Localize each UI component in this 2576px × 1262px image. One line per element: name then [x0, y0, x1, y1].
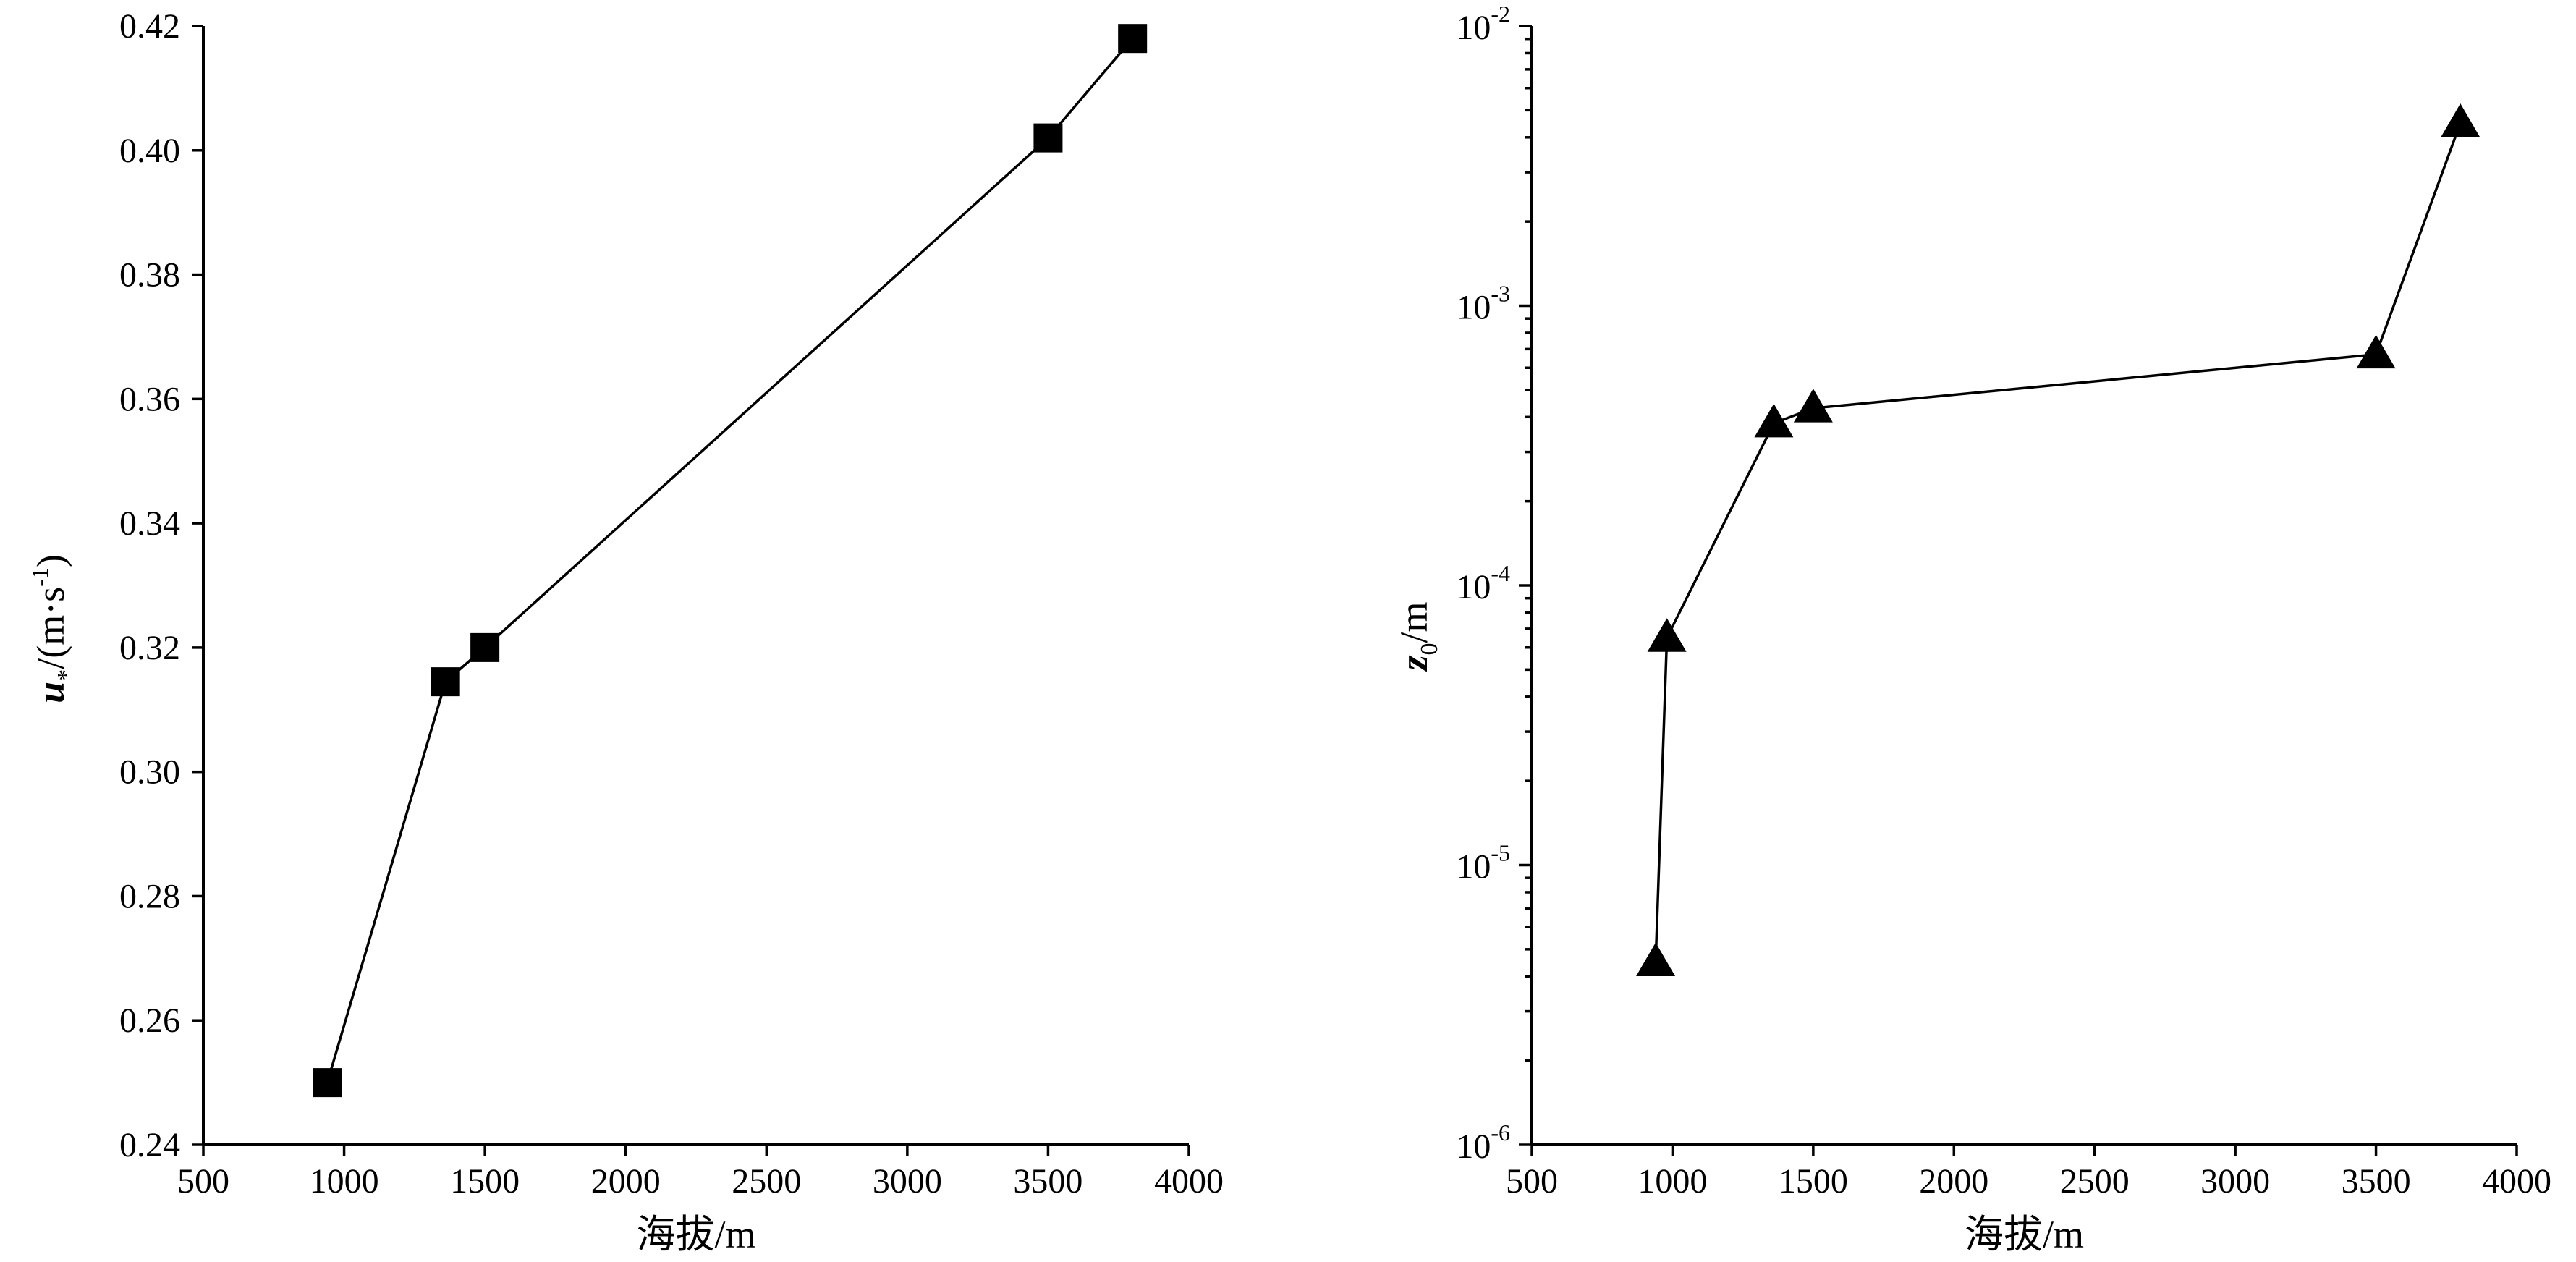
x-tick-label: 1000	[1637, 1162, 1707, 1200]
y-tick-label: 0.42	[119, 7, 180, 46]
data-point-square	[431, 667, 460, 697]
x-tick-label: 2500	[732, 1162, 801, 1200]
y-tick-label: 0.24	[119, 1126, 180, 1164]
x-tick-label: 2500	[2060, 1162, 2130, 1200]
y-tick-label: 0.32	[119, 629, 180, 667]
x-tick-label: 2000	[1919, 1162, 1988, 1200]
x-axis-title: 海拔/m	[636, 1213, 755, 1256]
data-point-triangle	[2441, 103, 2480, 137]
data-point-triangle	[1636, 942, 1676, 976]
y-tick-label: 0.38	[119, 256, 180, 295]
series-line	[326, 38, 1134, 1083]
data-point-square	[313, 1068, 342, 1098]
x-tick-label: 3500	[2342, 1162, 2411, 1200]
y-tick-label: 0.28	[119, 877, 180, 915]
y-tick-label: 10-6	[1456, 1119, 1510, 1166]
y-tick-label: 0.40	[119, 132, 180, 170]
x-tick-label: 500	[177, 1162, 229, 1200]
data-point-triangle	[2356, 334, 2396, 369]
data-point-square	[1118, 24, 1148, 54]
y-tick-label: 10-4	[1456, 560, 1510, 606]
y-axis-title: z0/m	[1392, 601, 1443, 672]
y-tick-label: 10-5	[1456, 840, 1510, 886]
series-line	[1654, 122, 2462, 962]
x-tick-label: 1000	[310, 1162, 379, 1200]
data-point-triangle	[1754, 403, 1794, 438]
x-tick-label: 2000	[591, 1162, 661, 1200]
data-point-triangle	[1647, 618, 1687, 652]
x-tick-label: 3000	[2200, 1162, 2270, 1200]
chart-roughness-length: 500 1000 1500 2000 2500 3000 3500 4000 10-6 10-5 1…	[1392, 1, 2551, 1256]
x-tick-label: 3500	[1013, 1162, 1082, 1200]
y-tick-label: 0.26	[119, 1001, 180, 1040]
y-tick-label: 0.34	[119, 504, 180, 543]
x-tick-label: 1500	[450, 1162, 520, 1200]
y-tick-label: 10-3	[1456, 281, 1510, 327]
y-tick-label: 0.30	[119, 753, 180, 792]
x-tick-label: 4000	[2482, 1162, 2551, 1200]
y-axis-title: u*/(m·s-1)	[27, 554, 80, 703]
data-point-triangle	[1793, 389, 1833, 423]
data-point-square	[1033, 123, 1063, 153]
x-tick-label: 3000	[873, 1162, 942, 1200]
y-tick-label: 0.36	[119, 380, 180, 418]
x-axis-title: 海拔/m	[1965, 1213, 2084, 1256]
chart-friction-velocity: 500 1000 1500 2000 2500 3000 3500 4000 0.24 0.26 0…	[27, 7, 1224, 1256]
data-point-square	[470, 632, 500, 662]
x-tick-label: 4000	[1154, 1162, 1224, 1200]
y-tick-label: 10-2	[1456, 1, 1510, 47]
x-tick-label: 1500	[1779, 1162, 1848, 1200]
x-tick-label: 500	[1506, 1162, 1558, 1200]
